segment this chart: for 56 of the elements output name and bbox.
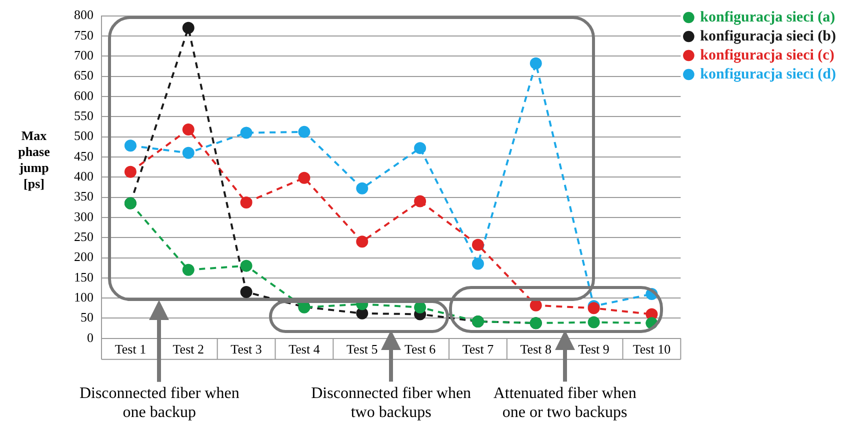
x-tick-label: Test 8 [520, 342, 552, 357]
legend-label: konfiguracja sieci (a) [700, 9, 836, 26]
point [124, 166, 136, 178]
legend-label: konfiguracja sieci (c) [700, 47, 834, 64]
x-tick-label: Test 10 [632, 342, 671, 357]
point [414, 195, 426, 208]
y-tick-label: 650 [74, 68, 94, 83]
point [356, 236, 368, 248]
y-tick-label: 350 [74, 188, 94, 204]
y-tick-label: 200 [74, 249, 94, 264]
point [124, 140, 136, 152]
point [240, 196, 252, 209]
y-tick-label: 800 [74, 7, 94, 22]
point [182, 22, 194, 34]
legend-label: konfiguracja sieci (b) [700, 28, 836, 44]
y-tick-label: 50 [80, 310, 94, 325]
point [414, 142, 426, 154]
x-tick-label: Test 1 [114, 342, 146, 357]
x-tick-label: Test 7 [462, 342, 494, 357]
text: Disconnected fiber when two backups [310, 384, 472, 422]
y-tick-label: 300 [74, 208, 94, 224]
y-tick-label: 400 [74, 168, 94, 184]
point [298, 126, 310, 138]
x-tick-label: Test 9 [578, 342, 610, 357]
y-tick-label: 0 [87, 330, 94, 345]
point [240, 126, 252, 139]
x-tick-label: Test 5 [346, 342, 378, 357]
point [356, 182, 368, 194]
point [356, 307, 368, 320]
y-tick-label: 550 [74, 108, 94, 124]
y-tick-label: 700 [74, 48, 94, 63]
x-tick-label: Test 4 [288, 342, 320, 357]
point [240, 286, 252, 298]
y-tick-label: 450 [74, 148, 94, 164]
y-axis-title: Max phase jump [ps] [17, 128, 51, 192]
text: Disconnected fiber when one backup [78, 384, 240, 422]
point [588, 316, 600, 328]
point [472, 258, 484, 270]
y-tick-label: 600 [74, 88, 94, 103]
legend-label: konfiguracja sieci (d) [700, 66, 836, 82]
x-tick-label: Test 3 [230, 342, 262, 357]
point [472, 238, 484, 251]
y-tick-label: 150 [74, 269, 94, 284]
y-tick-label: 750 [74, 27, 94, 42]
x-tick-label: Test 6 [404, 342, 436, 357]
y-tick-label: 250 [74, 229, 94, 244]
point [182, 264, 194, 276]
point [182, 146, 194, 159]
text: Attenuated fiber when one or two backups [492, 384, 638, 422]
x-tick-label: Test 2 [172, 342, 204, 357]
y-tick-label: 500 [74, 128, 94, 144]
point [298, 172, 310, 184]
point [240, 260, 252, 272]
point [530, 57, 542, 70]
y-tick-label: 100 [74, 289, 94, 304]
point [182, 124, 194, 136]
